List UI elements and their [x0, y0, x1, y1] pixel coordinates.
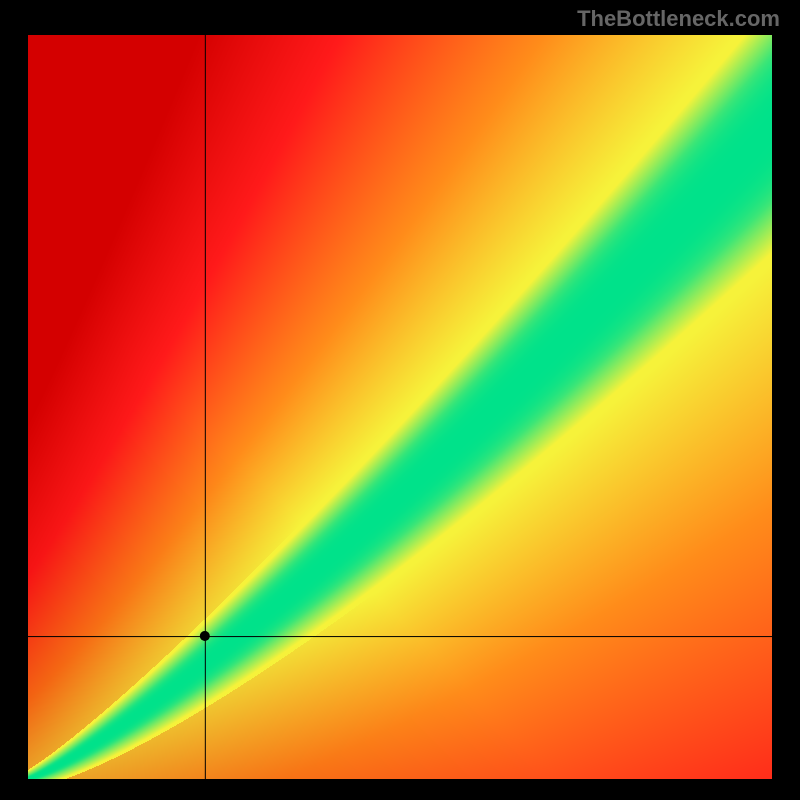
heatmap-canvas: [28, 35, 772, 779]
attribution-label: TheBottleneck.com: [577, 6, 780, 32]
heatmap-inner: [28, 35, 772, 779]
chart-container: TheBottleneck.com: [0, 0, 800, 800]
